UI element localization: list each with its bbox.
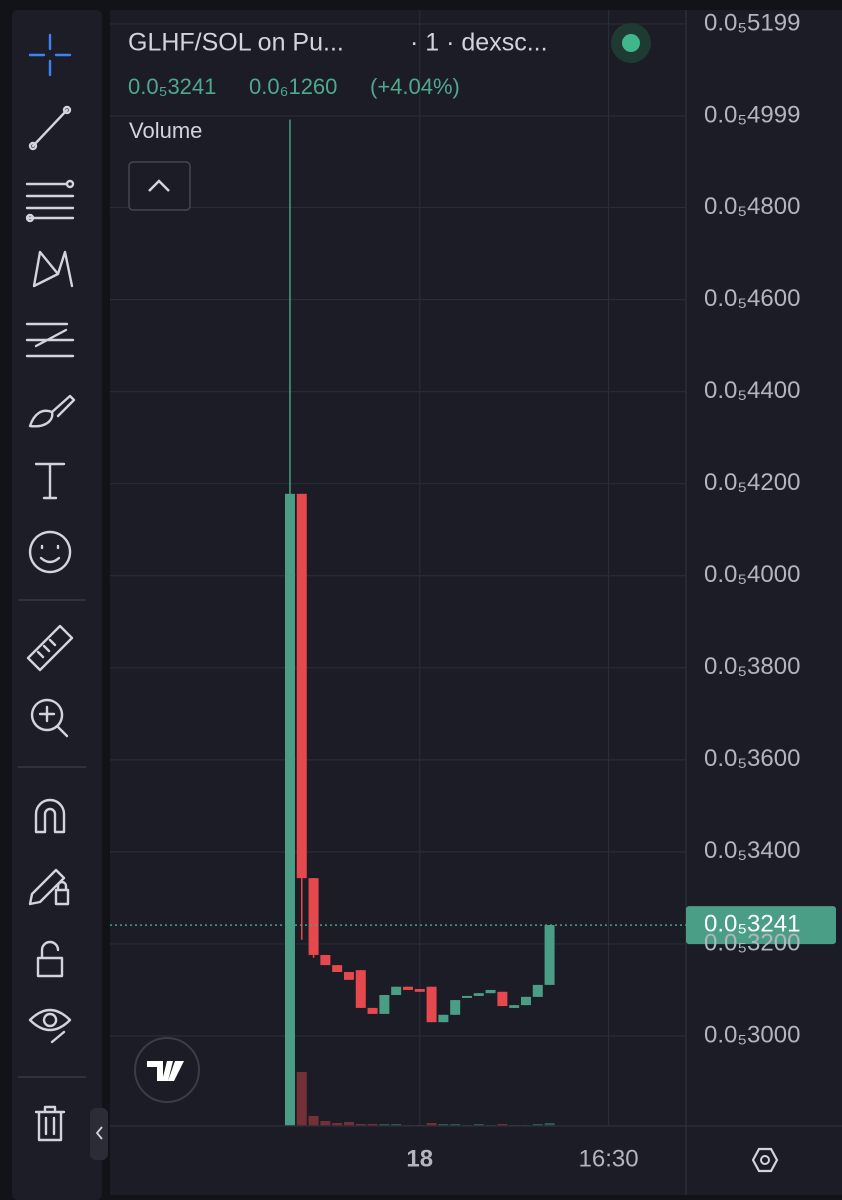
hex-center — [760, 1155, 770, 1165]
volume-bar — [426, 1123, 437, 1126]
volume-bar — [320, 1121, 331, 1126]
hex-icon — [751, 1147, 779, 1173]
volume-bar — [438, 1124, 449, 1126]
volume-bar — [367, 1124, 378, 1126]
candle-body — [332, 965, 343, 973]
volume-bar — [473, 1124, 484, 1126]
pair-title: GLHF/SOL on Pu... — [128, 29, 344, 57]
candle-body — [402, 986, 413, 990]
logo-mark — [147, 1061, 184, 1081]
candle-body — [367, 1007, 378, 1014]
fib-tool[interactable] — [25, 179, 75, 223]
candle-body — [391, 986, 402, 996]
volume-bar — [391, 1124, 402, 1126]
candle-body — [520, 996, 531, 1006]
hide-tool[interactable] — [28, 1008, 72, 1044]
y-tick-label: 0.0₅3600 — [704, 745, 800, 772]
collapse-tab[interactable] — [90, 1108, 108, 1160]
button-frame — [128, 161, 191, 211]
candle-body — [320, 954, 331, 966]
y-tick-label: 0.0₅5199 — [704, 9, 800, 36]
candle-body — [438, 1014, 449, 1023]
grid — [110, 10, 686, 1126]
candle-body — [497, 991, 508, 1007]
y-tick-label: 0.0₅4600 — [704, 285, 800, 312]
volume-bar — [544, 1123, 555, 1126]
y-tick-label: 0.0₅4400 — [704, 377, 800, 404]
y-tick-label: 0.0₅4800 — [704, 193, 800, 220]
pattern-tool[interactable] — [32, 250, 74, 288]
volume-bar — [450, 1124, 461, 1126]
candle-body — [509, 1005, 520, 1008]
y-tick-label: 0.0₅3800 — [704, 653, 800, 680]
y-tick-label: 0.0₅4999 — [704, 101, 800, 128]
lock-all[interactable] — [36, 940, 64, 978]
candle-body — [379, 995, 390, 1014]
lock-drawings[interactable] — [28, 868, 70, 906]
y-tick-label: 0.0₅3200 — [704, 929, 800, 956]
candle-body — [308, 878, 319, 955]
tab-chevron — [95, 1126, 103, 1140]
candle-body — [532, 984, 543, 997]
tradingview-logo[interactable] — [134, 1037, 200, 1103]
candle-body — [473, 993, 484, 996]
zoom-tool[interactable] — [30, 698, 69, 738]
text-tool[interactable] — [34, 462, 66, 500]
candle-body — [414, 989, 425, 992]
emoji-tool[interactable] — [28, 530, 72, 574]
chevron-up — [148, 179, 170, 192]
interval-source: · 1 · dexsc... — [410, 29, 548, 57]
plot — [284, 119, 555, 1126]
price-tag: 0.0₅3241 — [110, 906, 836, 945]
y-tick-label: 0.0₅3000 — [704, 1021, 800, 1048]
brush-tool[interactable] — [28, 394, 76, 428]
magnet-tool[interactable] — [34, 798, 66, 834]
status-dot — [622, 34, 640, 52]
y-tick-label: 0.0₅3400 — [704, 837, 800, 864]
x-tick-label: 18 — [406, 1145, 433, 1172]
ruler-tool[interactable] — [26, 624, 74, 672]
collapse-volume-button[interactable] — [128, 161, 191, 211]
y-tick-label: 0.0₅4200 — [704, 469, 800, 496]
volume-bar — [355, 1124, 366, 1126]
candle-body — [544, 925, 555, 985]
last-price-label: 0.0₅3241 — [704, 910, 800, 937]
volume-bar — [343, 1122, 354, 1126]
volume-bar — [332, 1123, 343, 1126]
candle-body — [450, 1000, 461, 1015]
candle-body — [426, 986, 437, 1023]
header-change-pct: (+4.04%) — [370, 74, 460, 99]
candle-body — [485, 989, 496, 994]
volume-label: Volume — [129, 118, 202, 143]
candle-body — [355, 970, 366, 1008]
trend-line[interactable] — [28, 105, 72, 151]
x-tick-label: 16:30 — [579, 1145, 639, 1172]
volume-bar — [532, 1124, 543, 1126]
settings-button[interactable] — [751, 1147, 779, 1173]
candle-body — [461, 995, 472, 998]
chart-panel — [110, 10, 842, 1195]
crosshair[interactable] — [28, 33, 72, 77]
volume-bar — [497, 1124, 508, 1126]
volume-bar — [296, 1072, 307, 1126]
volume-bar — [379, 1124, 390, 1126]
header-price: 0.0₅3241 — [128, 74, 216, 99]
candle-body — [343, 972, 354, 980]
last-price-box — [686, 906, 836, 945]
y-tick-label: 0.0₅4000 — [704, 561, 800, 588]
header-change: 0.0₆1260 — [249, 74, 337, 99]
candle-body — [284, 493, 295, 1126]
candle-body — [296, 493, 307, 879]
volume-bar — [308, 1116, 319, 1126]
tools — [18, 33, 86, 1142]
delete-tool[interactable] — [34, 1105, 66, 1142]
projection-tool[interactable] — [25, 322, 75, 358]
